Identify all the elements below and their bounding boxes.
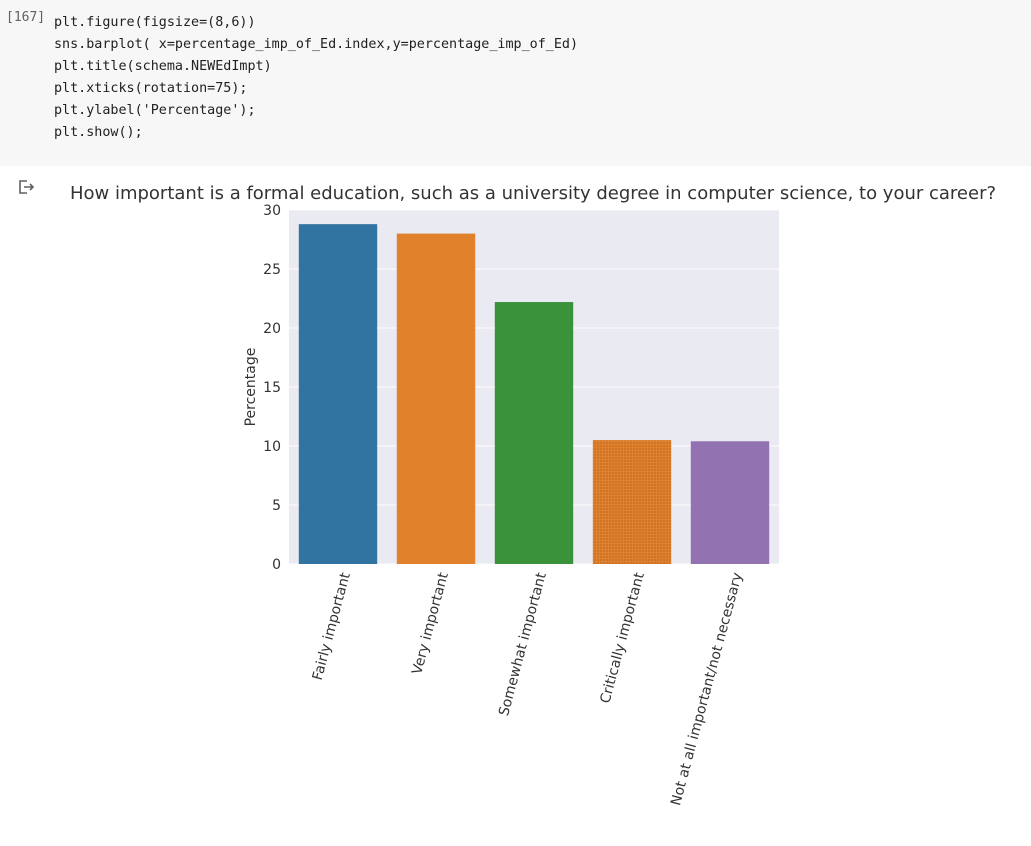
output-arrow-icon[interactable] [18,179,36,195]
y-tick-label: 25 [263,262,281,278]
code-line[interactable]: plt.show(); [54,125,143,140]
code-line[interactable]: plt.figure(figsize=(8,6)) [54,15,256,30]
code-line[interactable]: plt.title(schema.NEWEdImpt) [54,59,272,74]
y-tick-label: 30 [263,203,281,219]
bars [298,224,770,564]
code-editor[interactable]: plt.figure(figsize=(8,6)) sns.barplot( x=… [54,12,578,144]
x-tick-label: Critically important [598,570,648,705]
code-line[interactable]: plt.ylabel('Percentage'); [54,103,256,118]
x-tick-label: Not at all important/not necessary [668,571,746,808]
y-tick-label: 20 [263,321,281,337]
x-tick-label: Very important [409,570,452,676]
bar [690,441,770,564]
y-tick-label: 5 [272,498,281,514]
bar [494,302,574,564]
bar [298,224,378,564]
y-axis-label: Percentage [243,348,259,427]
code-cell[interactable]: [167] plt.figure(figsize=(8,6)) sns.barpl… [0,0,1031,166]
bar-texture [592,440,672,564]
y-tick-labels: 0 5 10 15 20 25 30 [263,203,281,573]
y-tick-label: 10 [263,439,281,455]
bar-chart: How important is a formal education, suc… [70,183,996,807]
chart-title: How important is a formal education, suc… [70,183,996,204]
code-line[interactable]: sns.barplot( x=percentage_imp_of_Ed.inde… [54,37,579,52]
x-tick-label: Fairly important [310,570,354,682]
x-tick-labels: Fairly important Very important Somewhat i… [310,570,746,807]
y-tick-label: 0 [272,557,281,573]
execution-count: [167] [6,10,46,25]
bar [396,233,476,564]
x-tick-label: Somewhat important [496,570,550,717]
y-tick-label: 15 [263,380,281,396]
code-line[interactable]: plt.xticks(rotation=75); [54,81,248,96]
